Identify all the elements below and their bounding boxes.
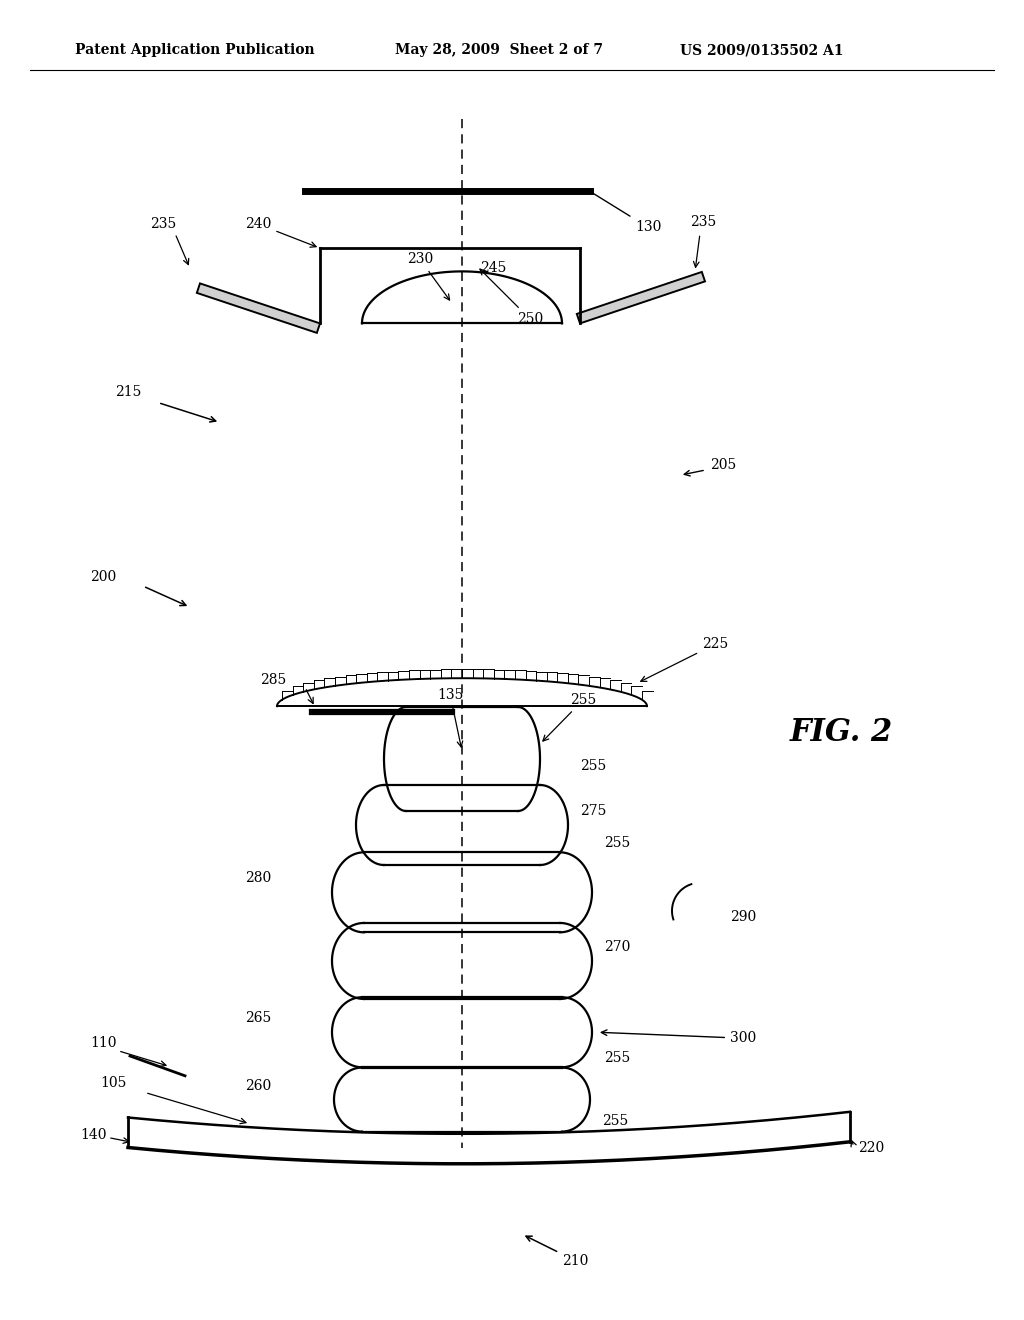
Text: 200: 200 xyxy=(90,570,117,583)
Text: 255: 255 xyxy=(604,1051,630,1065)
Text: 250: 250 xyxy=(480,269,544,326)
Text: 140: 140 xyxy=(80,1129,106,1143)
Text: 220: 220 xyxy=(858,1140,885,1155)
Text: 215: 215 xyxy=(115,385,141,399)
Text: 280: 280 xyxy=(245,871,271,886)
Text: FIG. 2: FIG. 2 xyxy=(790,717,893,748)
Text: 255: 255 xyxy=(543,693,596,741)
Text: US 2009/0135502 A1: US 2009/0135502 A1 xyxy=(680,44,844,57)
Text: 255: 255 xyxy=(602,1114,629,1127)
Text: 255: 255 xyxy=(604,837,630,850)
Text: 300: 300 xyxy=(601,1030,757,1045)
Text: 265: 265 xyxy=(245,1011,271,1026)
Text: 235: 235 xyxy=(690,215,716,230)
Text: May 28, 2009  Sheet 2 of 7: May 28, 2009 Sheet 2 of 7 xyxy=(395,44,603,57)
Text: 255: 255 xyxy=(580,759,606,774)
Text: 130: 130 xyxy=(592,193,662,235)
Text: 285: 285 xyxy=(260,673,287,688)
Text: 240: 240 xyxy=(245,218,316,247)
Text: 205: 205 xyxy=(710,458,736,471)
Text: 135: 135 xyxy=(437,688,464,747)
Text: 245: 245 xyxy=(480,261,507,276)
Text: 230: 230 xyxy=(407,252,450,300)
Text: 225: 225 xyxy=(641,638,728,681)
Polygon shape xyxy=(577,272,705,323)
Text: 275: 275 xyxy=(580,804,606,818)
Text: 235: 235 xyxy=(150,218,176,231)
Text: 210: 210 xyxy=(526,1236,589,1267)
Text: Patent Application Publication: Patent Application Publication xyxy=(75,44,314,57)
Text: 105: 105 xyxy=(100,1077,126,1090)
Text: 270: 270 xyxy=(604,940,631,954)
Text: 110: 110 xyxy=(90,1036,117,1049)
Text: 290: 290 xyxy=(730,909,757,924)
Polygon shape xyxy=(197,284,319,333)
Text: 260: 260 xyxy=(245,1078,271,1093)
